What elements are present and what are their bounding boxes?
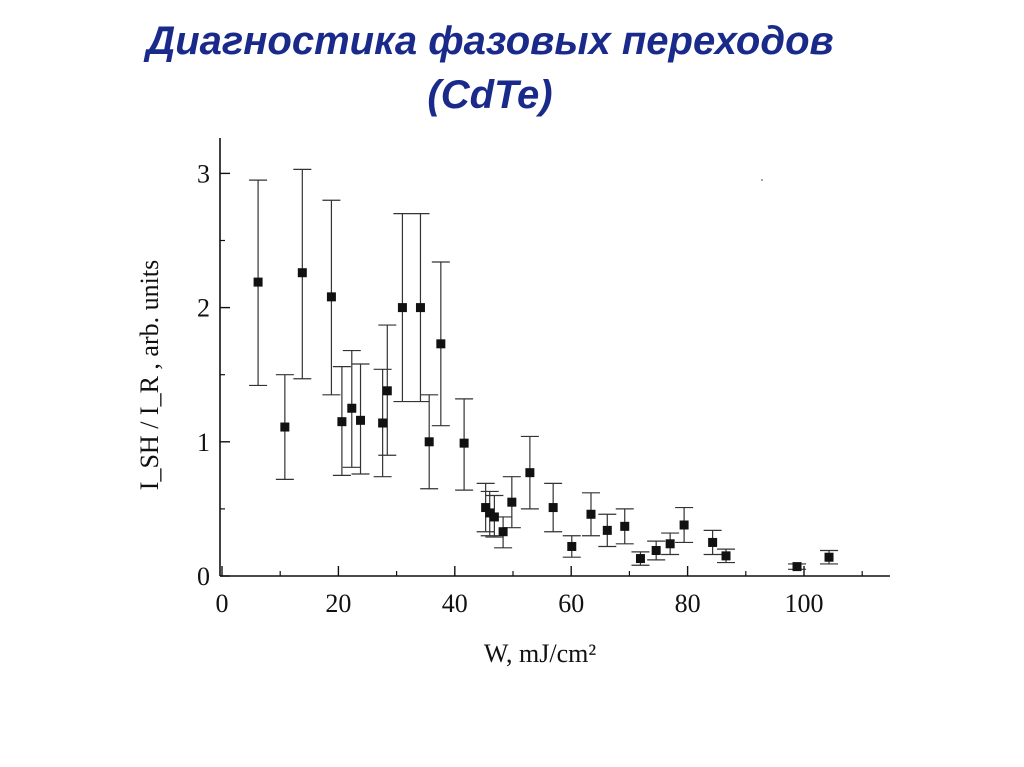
data-point <box>792 562 802 572</box>
data-point <box>326 292 336 302</box>
x-tick-label: 40 <box>442 589 468 618</box>
data-point <box>824 552 834 562</box>
data-point <box>602 525 612 535</box>
x-tick-label: 60 <box>558 589 584 618</box>
x-tick-label: 80 <box>675 589 701 618</box>
data-point <box>481 503 491 513</box>
y-tick-label: 3 <box>197 159 210 188</box>
slide-title-line-2: (CdTe) <box>427 73 553 117</box>
data-point <box>708 537 718 547</box>
data-point <box>253 277 263 287</box>
x-tick-label: 0 <box>216 589 229 618</box>
data-point <box>382 386 392 396</box>
x-tick-label: 100 <box>785 589 824 618</box>
x-tick-label: 20 <box>325 589 351 618</box>
data-point <box>498 527 508 537</box>
data-point <box>415 303 425 313</box>
slide-title: Диагностика фазовых переходов (CdTe) <box>0 14 980 122</box>
data-point <box>679 520 689 530</box>
data-point <box>337 417 347 427</box>
data-point <box>620 521 630 531</box>
data-point <box>651 546 661 556</box>
data-point <box>378 418 388 428</box>
data-point <box>280 422 290 432</box>
data-point <box>459 438 469 448</box>
y-axis-label: I_SH / I_R , arb. units <box>135 260 164 490</box>
data-point <box>347 403 357 413</box>
y-tick-label: 2 <box>197 294 210 323</box>
data-point <box>567 541 577 551</box>
data-point <box>489 512 499 522</box>
x-axis-label: W, mJ/cm² <box>484 639 596 668</box>
y-tick-label: 0 <box>197 562 210 591</box>
y-tick-label: 1 <box>197 428 210 457</box>
data-point <box>397 303 407 313</box>
data-point <box>424 437 434 447</box>
slide-title-line-1: Диагностика фазовых переходов <box>146 19 834 63</box>
data-point <box>436 339 446 349</box>
data-point <box>507 497 517 507</box>
data-point <box>586 509 596 519</box>
data-point <box>485 508 495 518</box>
data-point <box>356 415 366 425</box>
data-point <box>721 551 731 561</box>
data-point <box>297 268 307 278</box>
data-point <box>548 503 558 513</box>
data-point <box>635 554 645 564</box>
speck-mark <box>761 179 763 181</box>
data-point <box>665 539 675 549</box>
data-point <box>525 468 535 478</box>
